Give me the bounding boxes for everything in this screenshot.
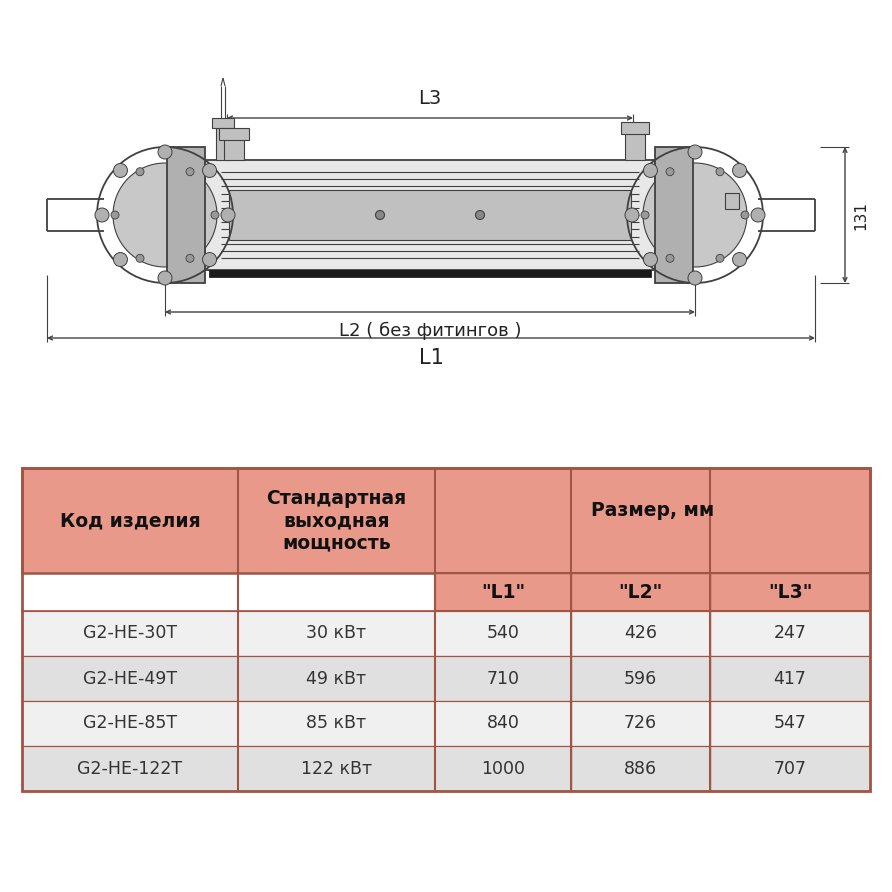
Circle shape [732, 163, 747, 178]
Circle shape [158, 145, 172, 159]
Bar [22, 656, 870, 701]
Circle shape [113, 163, 128, 178]
Circle shape [688, 271, 702, 285]
Text: Код изделия: Код изделия [60, 511, 201, 530]
Circle shape [732, 252, 747, 267]
Bar [22, 611, 870, 656]
Text: L3: L3 [418, 89, 442, 108]
Bar [625, 132, 645, 160]
Text: 49 кВт: 49 кВт [307, 670, 367, 688]
Text: 840: 840 [486, 714, 519, 732]
Text: "L1": "L1" [481, 582, 525, 601]
Bar [167, 147, 205, 283]
Text: 596: 596 [624, 670, 657, 688]
Circle shape [716, 168, 724, 176]
Bar [209, 270, 651, 277]
Circle shape [643, 163, 657, 178]
Circle shape [666, 254, 674, 262]
Bar [621, 122, 649, 134]
Text: 85 кВт: 85 кВт [307, 714, 367, 732]
Bar [216, 128, 230, 160]
Bar [205, 160, 655, 270]
Text: "L3": "L3" [768, 582, 813, 601]
Text: G2-HE-122T: G2-HE-122T [78, 759, 183, 778]
Circle shape [136, 254, 144, 262]
Bar [219, 128, 249, 140]
Text: 426: 426 [624, 624, 657, 642]
Text: Размер, мм: Размер, мм [591, 501, 714, 521]
Bar [655, 147, 693, 283]
Bar [212, 118, 234, 128]
Text: G2-HE-49T: G2-HE-49T [83, 670, 178, 688]
Text: L2 ( без фитингов ): L2 ( без фитингов ) [339, 322, 521, 340]
Circle shape [202, 163, 217, 178]
Text: "L2": "L2" [618, 582, 663, 601]
Text: 247: 247 [773, 624, 806, 642]
Bar [22, 746, 870, 791]
Circle shape [643, 163, 747, 267]
Circle shape [111, 211, 119, 219]
Bar [22, 468, 870, 791]
Circle shape [211, 211, 219, 219]
Circle shape [641, 211, 649, 219]
Bar [22, 468, 870, 573]
Circle shape [95, 208, 109, 222]
Bar [224, 138, 244, 160]
Circle shape [136, 168, 144, 176]
Text: 131: 131 [853, 201, 868, 229]
Circle shape [113, 163, 217, 267]
Text: 710: 710 [486, 670, 519, 688]
Bar [725, 193, 739, 209]
Text: 30 кВт: 30 кВт [307, 624, 367, 642]
Circle shape [751, 208, 765, 222]
Circle shape [741, 211, 749, 219]
Text: L1: L1 [418, 348, 443, 368]
Bar [22, 701, 870, 746]
Bar [221, 172, 639, 258]
Circle shape [186, 254, 194, 262]
Circle shape [666, 168, 674, 176]
Bar [229, 190, 631, 240]
Circle shape [202, 252, 217, 267]
Text: 707: 707 [773, 759, 806, 778]
Text: G2-HE-85T: G2-HE-85T [83, 714, 178, 732]
Text: Стандартная
выходная
мощность: Стандартная выходная мощность [267, 489, 407, 552]
Text: 547: 547 [773, 714, 806, 732]
Circle shape [113, 252, 128, 267]
Text: 540: 540 [486, 624, 519, 642]
Text: G2-HE-30T: G2-HE-30T [83, 624, 178, 642]
Circle shape [376, 211, 384, 219]
Circle shape [643, 252, 657, 267]
Text: 122 кВт: 122 кВт [301, 759, 372, 778]
Circle shape [158, 271, 172, 285]
Bar [435, 573, 870, 611]
Circle shape [688, 145, 702, 159]
Text: 417: 417 [773, 670, 806, 688]
Circle shape [625, 208, 639, 222]
Circle shape [716, 254, 724, 262]
Circle shape [221, 208, 235, 222]
Text: 726: 726 [624, 714, 657, 732]
Circle shape [186, 168, 194, 176]
Circle shape [475, 211, 484, 219]
Text: 886: 886 [624, 759, 657, 778]
Text: 1000: 1000 [481, 759, 525, 778]
